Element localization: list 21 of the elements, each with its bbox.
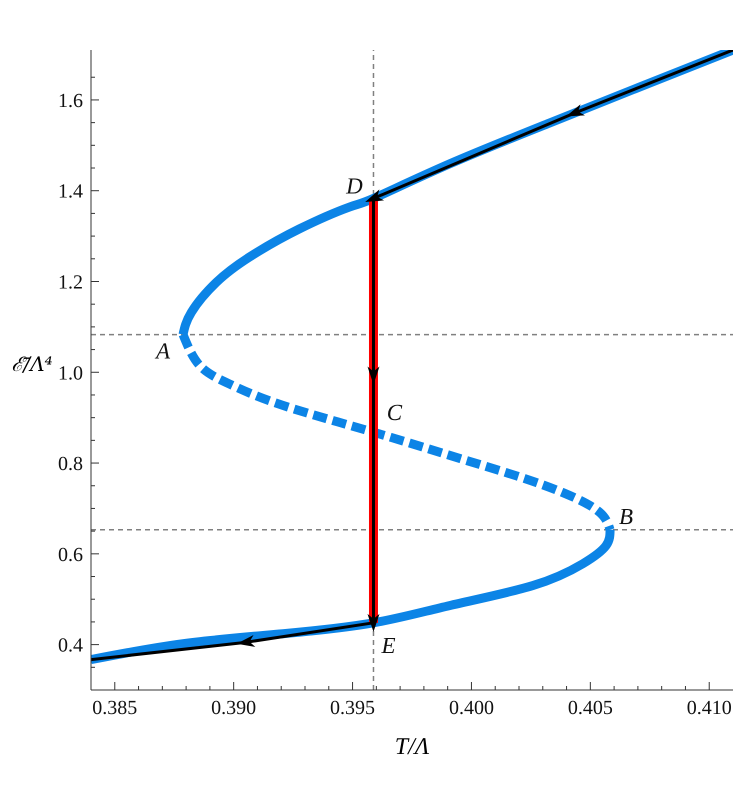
y-tick-label: 1.0 — [58, 362, 83, 384]
annotation: D — [345, 173, 364, 198]
x-tick-label: 0.390 — [211, 697, 256, 719]
annotation: E — [380, 632, 396, 658]
x-tick-label: 0.395 — [330, 697, 376, 719]
y-tick-label: 0.6 — [58, 544, 83, 566]
y-axis-title: ℰ̄/Λ⁴ — [11, 352, 53, 376]
annotation: A — [154, 338, 171, 364]
y-tick-label: 0.8 — [58, 453, 83, 476]
x-tick-label: 0.385 — [92, 697, 138, 719]
x-axis-title: T/Λ — [394, 734, 430, 761]
y-tick-label: 1.4 — [58, 180, 83, 203]
y-tick-label: 1.2 — [58, 271, 83, 294]
annotation: C — [386, 400, 403, 426]
x-tick-label: 0.405 — [568, 697, 613, 719]
x-tick-label: 0.400 — [448, 697, 494, 719]
y-tick-label: 0.4 — [58, 634, 83, 657]
y-tick-label: 1.6 — [58, 90, 83, 112]
x-tick-label: 0.410 — [686, 697, 732, 719]
line-series — [91, 50, 733, 662]
annotation: B — [619, 504, 634, 529]
